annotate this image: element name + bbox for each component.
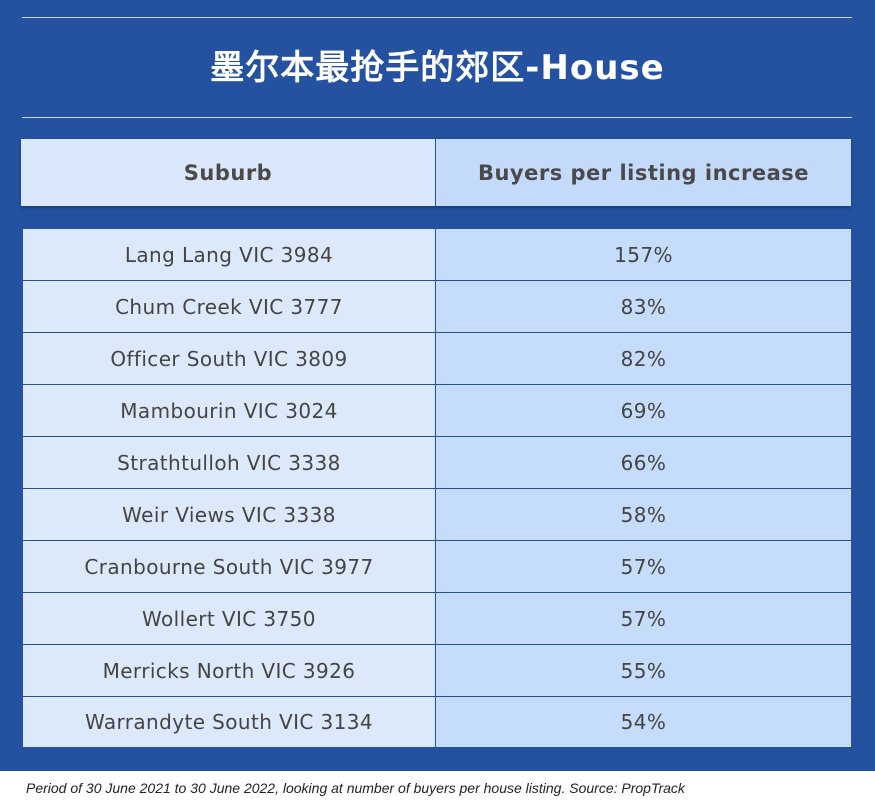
source-footnote: Period of 30 June 2021 to 30 June 2022, … [26,780,685,796]
table-row: Merricks North VIC 3926 55% [23,645,851,697]
increase-cell: 58% [436,489,851,540]
table-header: Suburb Buyers per listing increase [21,139,851,206]
increase-cell: 69% [436,385,851,436]
increase-cell: 57% [436,541,851,592]
page-title: 墨尔本最抢手的郊区-House [210,48,665,88]
increase-cell: 83% [436,281,851,332]
suburb-cell: Strathtulloh VIC 3338 [23,437,436,488]
table-row: Chum Creek VIC 3777 83% [23,281,851,333]
suburb-cell: Warrandyte South VIC 3134 [23,697,436,747]
column-header-increase: Buyers per listing increase [436,139,851,206]
table-row: Warrandyte South VIC 3134 54% [23,697,851,747]
increase-cell: 57% [436,593,851,644]
table-row: Wollert VIC 3750 57% [23,593,851,645]
table-row: Cranbourne South VIC 3977 57% [23,541,851,593]
suburb-cell: Mambourin VIC 3024 [23,385,436,436]
suburb-cell: Weir Views VIC 3338 [23,489,436,540]
table-row: Weir Views VIC 3338 58% [23,489,851,541]
increase-cell: 157% [436,229,851,280]
top-divider [22,17,852,18]
title-divider [22,117,852,118]
increase-cell: 66% [436,437,851,488]
table-row: Strathtulloh VIC 3338 66% [23,437,851,489]
table-row: Lang Lang VIC 3984 157% [23,229,851,281]
table-row: Officer South VIC 3809 82% [23,333,851,385]
table-panel: 墨尔本最抢手的郊区-House Suburb Buyers per listin… [0,0,875,771]
increase-cell: 82% [436,333,851,384]
table-row: Mambourin VIC 3024 69% [23,385,851,437]
suburb-cell: Officer South VIC 3809 [23,333,436,384]
increase-cell: 55% [436,645,851,696]
column-header-suburb: Suburb [21,139,436,206]
suburb-cell: Lang Lang VIC 3984 [23,229,436,280]
table-body: Lang Lang VIC 3984 157% Chum Creek VIC 3… [23,229,851,747]
suburb-cell: Chum Creek VIC 3777 [23,281,436,332]
suburb-cell: Merricks North VIC 3926 [23,645,436,696]
increase-cell: 54% [436,697,851,747]
suburb-cell: Wollert VIC 3750 [23,593,436,644]
suburb-cell: Cranbourne South VIC 3977 [23,541,436,592]
